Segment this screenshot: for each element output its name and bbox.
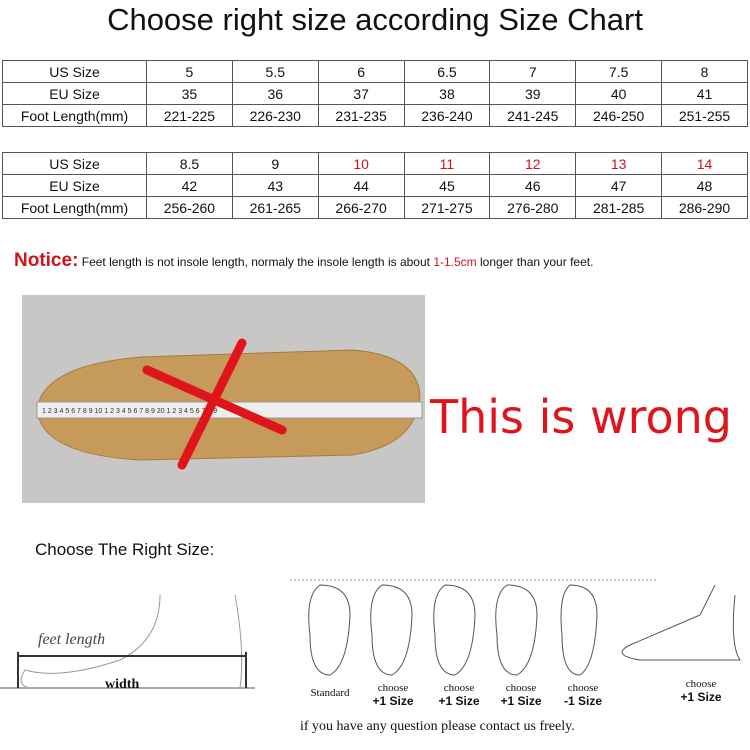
row-header: US Size [2,60,147,83]
table-cell: 42 [146,174,233,197]
table-cell: 45 [403,174,491,197]
table-cell: 8 [661,60,748,83]
label-top: choose [567,682,599,694]
table-cell: 47 [575,174,663,197]
table-cell: 7 [489,60,577,83]
table-cell: 281-285 [575,196,663,219]
foot-type-label: choose -1 Size [543,682,623,708]
table-cell: 39 [489,82,577,105]
table-cell: 231-235 [317,104,405,127]
table-cell: 14 [661,152,748,175]
table-cell: 271-275 [403,196,491,219]
foot-types-diagram [290,579,741,676]
table-cell: 9 [231,152,319,175]
table-row: EU Size 35 36 37 38 39 40 41 [2,82,748,105]
table-cell: 256-260 [146,196,233,219]
notice: Notice: Feet length is not insole length… [14,250,593,272]
table-row: US Size 8.5 9 10 11 12 13 14 [2,152,748,175]
table-cell: 6.5 [403,60,491,83]
notice-text-end: longer than your feet. [476,255,594,269]
label-top: choose [443,682,475,694]
label-bottom: +1 Size [438,694,480,708]
label-top: choose [377,682,409,694]
table-cell: 36 [231,82,319,105]
table-cell: 37 [317,82,405,105]
label-top: choose [505,682,537,694]
notice-highlight: 1-1.5cm [433,255,477,269]
table-cell: 261-265 [231,196,319,219]
row-header: EU Size [2,174,147,197]
table-cell: 7.5 [575,60,663,83]
table-cell: 10 [317,152,405,175]
feet-length-label: feet length [38,631,106,648]
notice-text: Feet length is not insole length, normal… [81,255,434,269]
notice-label: Notice: [14,250,79,271]
table-row: EU Size 42 43 44 45 46 47 48 [2,174,748,197]
table-cell: 226-230 [231,104,319,127]
table-cell: 44 [317,174,405,197]
table-cell: 251-255 [661,104,748,127]
page-title: Choose right size according Size Chart [107,2,643,37]
size-table-2: US Size 8.5 9 10 11 12 13 14 EU Size 42 43 44 45 46 47… [2,152,748,219]
table-cell: 5.5 [231,60,319,83]
table-cell: 5 [146,60,233,83]
label-bottom: +1 Size [500,694,542,708]
width-label: width [105,677,140,692]
table-cell: 8.5 [146,152,233,175]
guide-title: Choose The Right Size: [35,540,215,559]
row-header: EU Size [2,82,147,105]
table-cell: 38 [403,82,491,105]
foot-type-label: choose +1 Size [481,682,561,708]
table-cell: 13 [575,152,663,175]
table-cell: 11 [403,152,491,175]
svg-text:1 2 3 4 5 6 7 8 9 10 1 2 3 4 5: 1 2 3 4 5 6 7 8 9 10 1 2 3 4 5 6 7 8 9 2… [42,408,217,415]
row-header: Foot Length(mm) [2,196,147,219]
label-top: choose [685,678,717,690]
table-cell: 43 [231,174,319,197]
table-cell: 12 [489,152,577,175]
row-header: US Size [2,152,147,175]
foot-type-label: Standard [290,687,370,699]
table-cell: 246-250 [575,104,663,127]
wrong-caption: This is wrong [430,390,733,444]
table-cell: 40 [575,82,663,105]
label-top: Standard [310,687,350,699]
table-cell: 46 [489,174,577,197]
contact-note: if you have any question please contact … [300,719,575,734]
table-row: Foot Length(mm) 221-225 226-230 231-235 236-… [2,104,748,127]
foot-type-label: choose +1 Size [419,682,499,708]
table-row: US Size 5 5.5 6 6.5 7 7.5 8 [2,60,748,83]
foot-type-label: choose +1 Size [353,682,433,708]
insole-ruler-illustration: 1 2 3 4 5 6 7 8 9 10 1 2 3 4 5 6 7 8 9 2… [36,338,423,470]
table-cell: 41 [661,82,748,105]
table-cell: 236-240 [403,104,491,127]
label-bottom: +1 Size [372,694,414,708]
table-cell: 266-270 [317,196,405,219]
foot-side-diagram [0,594,255,689]
table-cell: 35 [146,82,233,105]
label-bottom: -1 Size [563,694,602,708]
table-cell: 6 [317,60,405,83]
foot-type-label: choose +1 Size [661,678,741,704]
row-header: Foot Length(mm) [2,104,147,127]
table-row: Foot Length(mm) 256-260 261-265 266-270 271-… [2,196,748,219]
table-cell: 276-280 [489,196,577,219]
label-bottom: +1 Size [680,690,722,704]
table-cell: 221-225 [146,104,233,127]
table-cell: 48 [661,174,748,197]
size-table-1: US Size 5 5.5 6 6.5 7 7.5 8 EU Size 35 36 37 38 39 40 4… [2,60,748,127]
table-cell: 286-290 [661,196,748,219]
table-cell: 241-245 [489,104,577,127]
insole-photo: 1 2 3 4 5 6 7 8 9 10 1 2 3 4 5 6 7 8 9 2… [22,295,425,503]
